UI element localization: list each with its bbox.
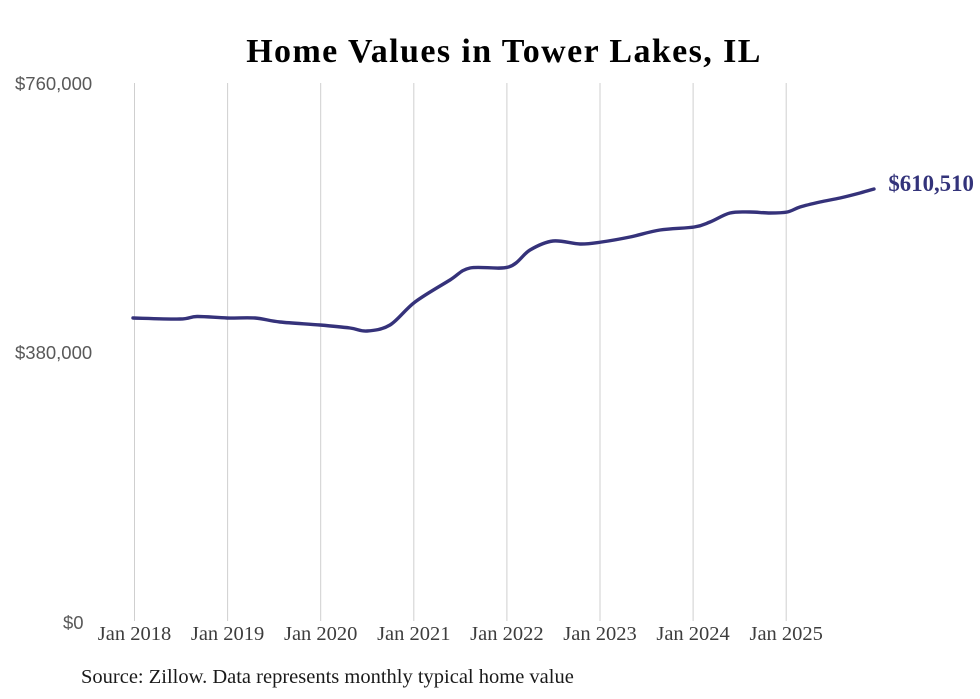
svg-text:Jan 2025: Jan 2025 <box>749 623 822 645</box>
svg-text:Jan 2024: Jan 2024 <box>656 623 729 645</box>
svg-text:Jan 2023: Jan 2023 <box>563 623 636 645</box>
svg-text:Jan 2018: Jan 2018 <box>98 623 171 645</box>
svg-text:$380,000: $380,000 <box>15 342 92 363</box>
svg-text:Jan 2019: Jan 2019 <box>191 623 264 645</box>
svg-text:Jan 2020: Jan 2020 <box>284 623 357 645</box>
svg-text:Jan 2022: Jan 2022 <box>470 623 543 645</box>
svg-text:$610,510: $610,510 <box>888 171 974 196</box>
svg-text:$0: $0 <box>63 612 84 633</box>
svg-text:$760,000: $760,000 <box>15 73 92 94</box>
svg-text:Jan 2021: Jan 2021 <box>377 623 450 645</box>
